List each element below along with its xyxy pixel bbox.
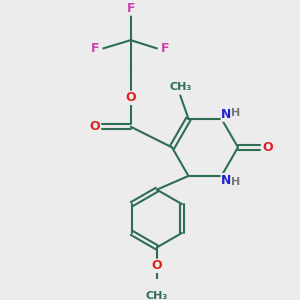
Text: H: H — [231, 108, 240, 118]
Text: F: F — [127, 2, 135, 15]
Text: O: O — [152, 259, 162, 272]
Text: CH₃: CH₃ — [169, 82, 191, 92]
Text: O: O — [125, 92, 136, 104]
Text: H: H — [231, 177, 240, 187]
Text: O: O — [89, 120, 100, 133]
Text: CH₃: CH₃ — [146, 291, 168, 300]
Text: N: N — [221, 174, 232, 187]
Text: N: N — [221, 108, 232, 121]
Text: F: F — [161, 42, 170, 55]
Text: O: O — [262, 141, 273, 154]
Text: F: F — [91, 42, 99, 55]
